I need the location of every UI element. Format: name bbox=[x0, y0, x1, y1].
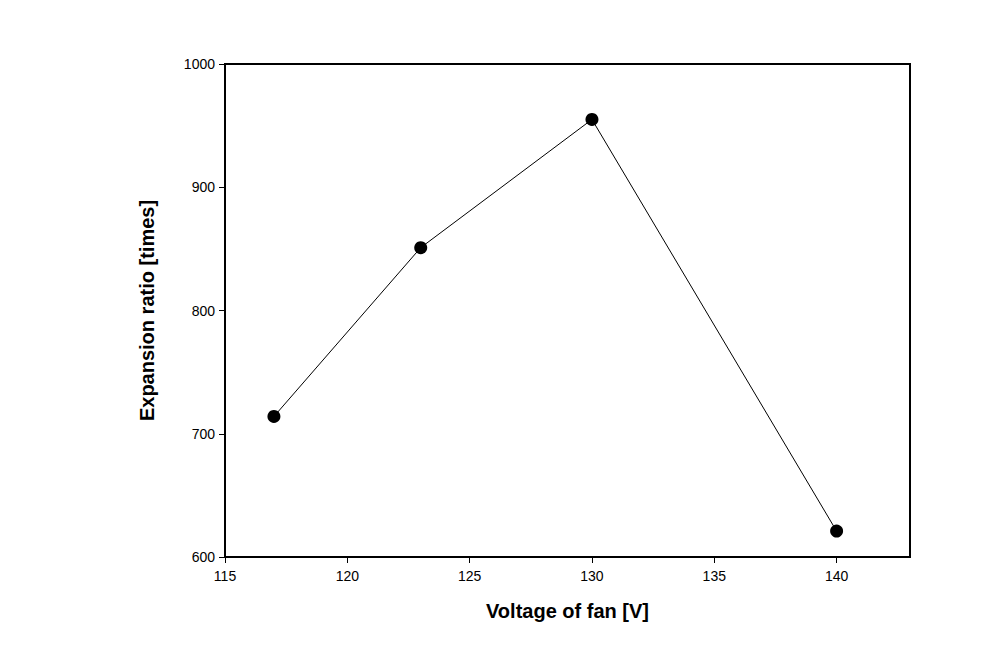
svg-text:700: 700 bbox=[192, 426, 216, 442]
svg-text:125: 125 bbox=[458, 568, 482, 584]
svg-text:130: 130 bbox=[580, 568, 604, 584]
svg-text:Voltage of fan [V]: Voltage of fan [V] bbox=[486, 600, 649, 622]
svg-text:600: 600 bbox=[192, 549, 216, 565]
svg-text:900: 900 bbox=[192, 179, 216, 195]
svg-text:800: 800 bbox=[192, 303, 216, 319]
svg-text:115: 115 bbox=[214, 568, 237, 584]
svg-text:Expansion ratio [times]: Expansion ratio [times] bbox=[136, 200, 158, 421]
svg-text:1000: 1000 bbox=[184, 56, 215, 72]
svg-text:135: 135 bbox=[703, 568, 727, 584]
svg-text:140: 140 bbox=[825, 568, 849, 584]
svg-text:120: 120 bbox=[336, 568, 360, 584]
